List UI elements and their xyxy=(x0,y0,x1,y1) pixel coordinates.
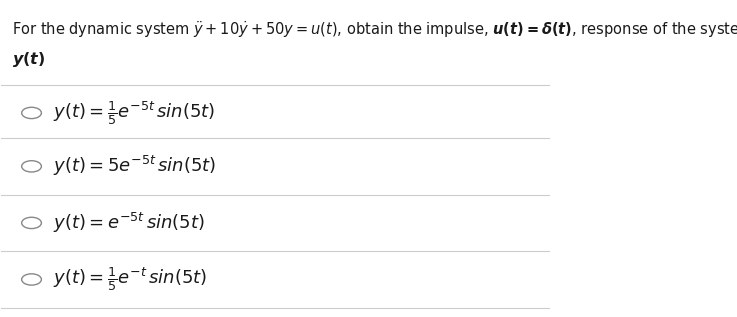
Text: $\boldsymbol{y(t)}$: $\boldsymbol{y(t)}$ xyxy=(13,50,46,69)
Text: $y(t) = e^{-5t}\,sin(5t)$: $y(t) = e^{-5t}\,sin(5t)$ xyxy=(54,211,206,235)
Text: $y(t) = \frac{1}{5}e^{-t}\,sin(5t)$: $y(t) = \frac{1}{5}e^{-t}\,sin(5t)$ xyxy=(54,266,208,294)
Text: $y(t) = \frac{1}{5}e^{-5t}\,sin(5t)$: $y(t) = \frac{1}{5}e^{-5t}\,sin(5t)$ xyxy=(54,99,216,127)
Text: For the dynamic system $\ddot{y} + 10\dot{y} + 50y = u(t)$, obtain the impulse, : For the dynamic system $\ddot{y} + 10\do… xyxy=(13,19,737,40)
Text: $y(t) = 5e^{-5t}\,sin(5t)$: $y(t) = 5e^{-5t}\,sin(5t)$ xyxy=(54,154,217,178)
